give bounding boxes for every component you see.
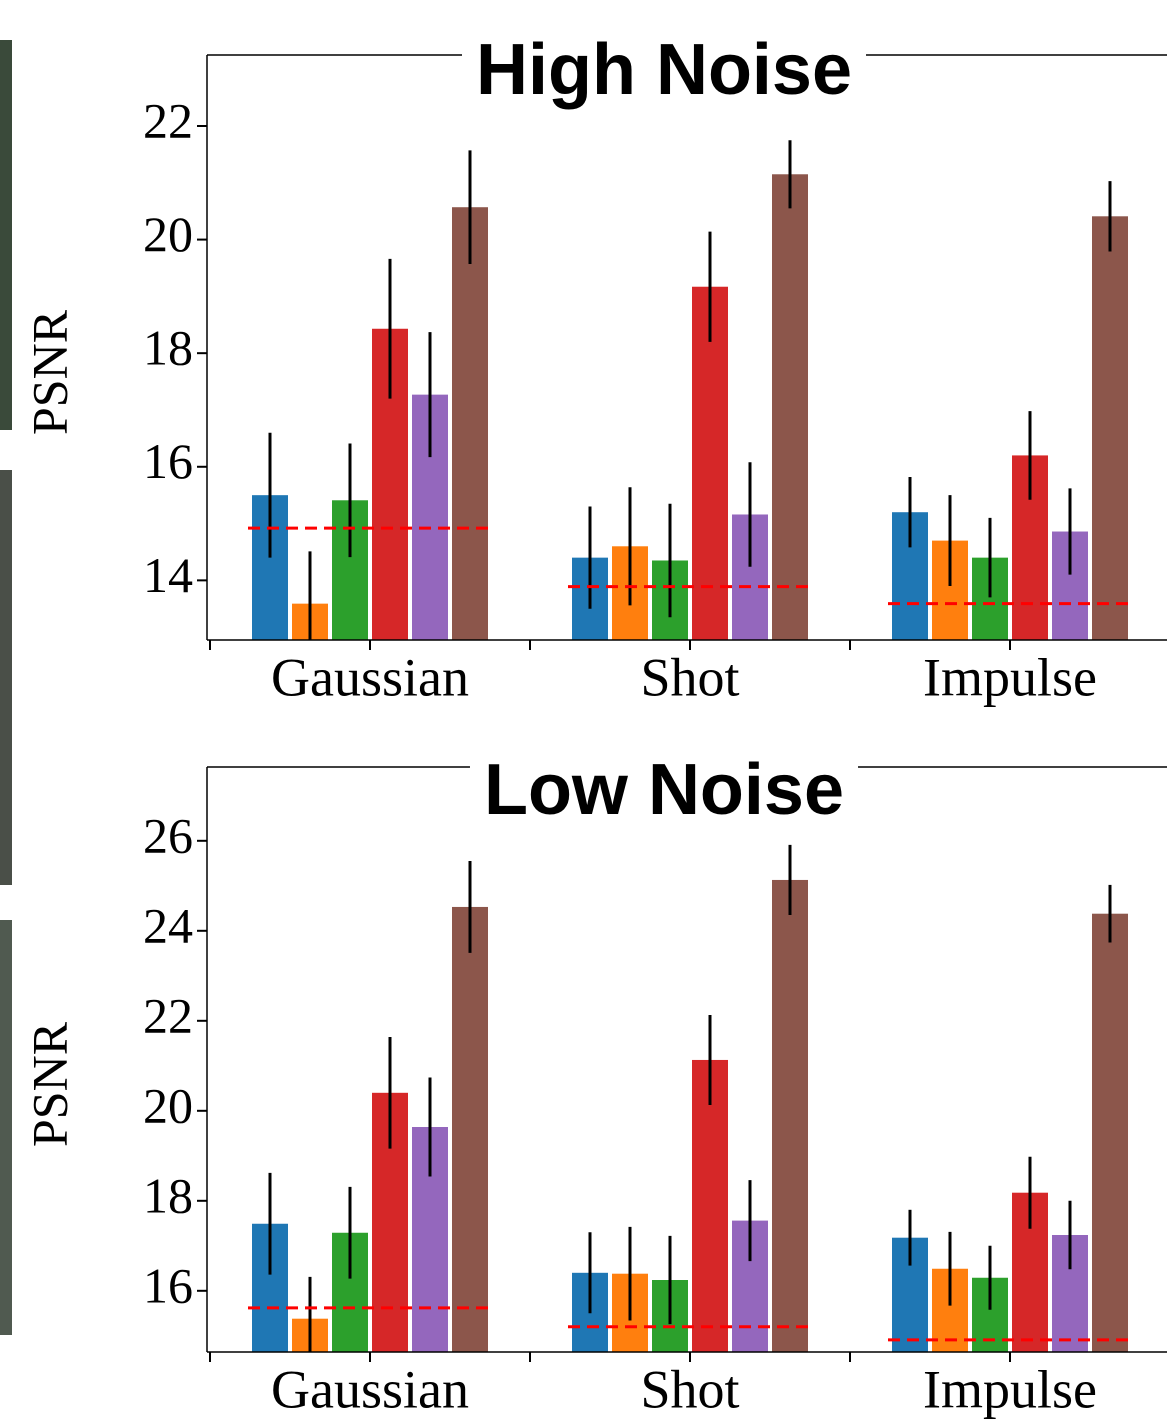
- y-tick-label: 14: [143, 547, 193, 603]
- chart-title: Low Noise: [484, 750, 844, 830]
- title-background: [461, 52, 867, 60]
- x-tick-label: Shot: [640, 1359, 739, 1419]
- image-strip: [0, 40, 12, 430]
- title-background: [469, 764, 859, 772]
- image-strip: [0, 470, 12, 885]
- y-tick-label: 26: [143, 807, 193, 863]
- y-tick-label: 16: [143, 1257, 193, 1313]
- x-tick-label: Impulse: [923, 1359, 1097, 1419]
- y-tick-label: 20: [143, 206, 193, 262]
- x-tick-label: Shot: [640, 647, 739, 707]
- y-tick-label: 18: [143, 320, 193, 376]
- y-axis-label: PSNR: [21, 1021, 77, 1147]
- y-axis-label: PSNR: [21, 309, 77, 435]
- y-tick-label: 22: [143, 92, 193, 148]
- y-tick-label: 16: [143, 433, 193, 489]
- y-tick-label: 22: [143, 987, 193, 1043]
- image-strip: [0, 920, 12, 1335]
- x-tick-label: Gaussian: [271, 1359, 469, 1419]
- x-tick-label: Gaussian: [271, 647, 469, 707]
- bar: [452, 906, 488, 1352]
- y-tick-label: 24: [143, 897, 193, 953]
- bar: [692, 286, 728, 640]
- bar: [772, 879, 808, 1352]
- bar: [1092, 216, 1128, 640]
- bar: [452, 207, 488, 640]
- bar: [1092, 913, 1128, 1352]
- y-tick-label: 18: [143, 1167, 193, 1223]
- y-tick-label: 20: [143, 1077, 193, 1133]
- x-tick-label: Impulse: [923, 647, 1097, 707]
- bar: [772, 174, 808, 640]
- bar: [692, 1059, 728, 1352]
- chart-title: High Noise: [476, 30, 852, 110]
